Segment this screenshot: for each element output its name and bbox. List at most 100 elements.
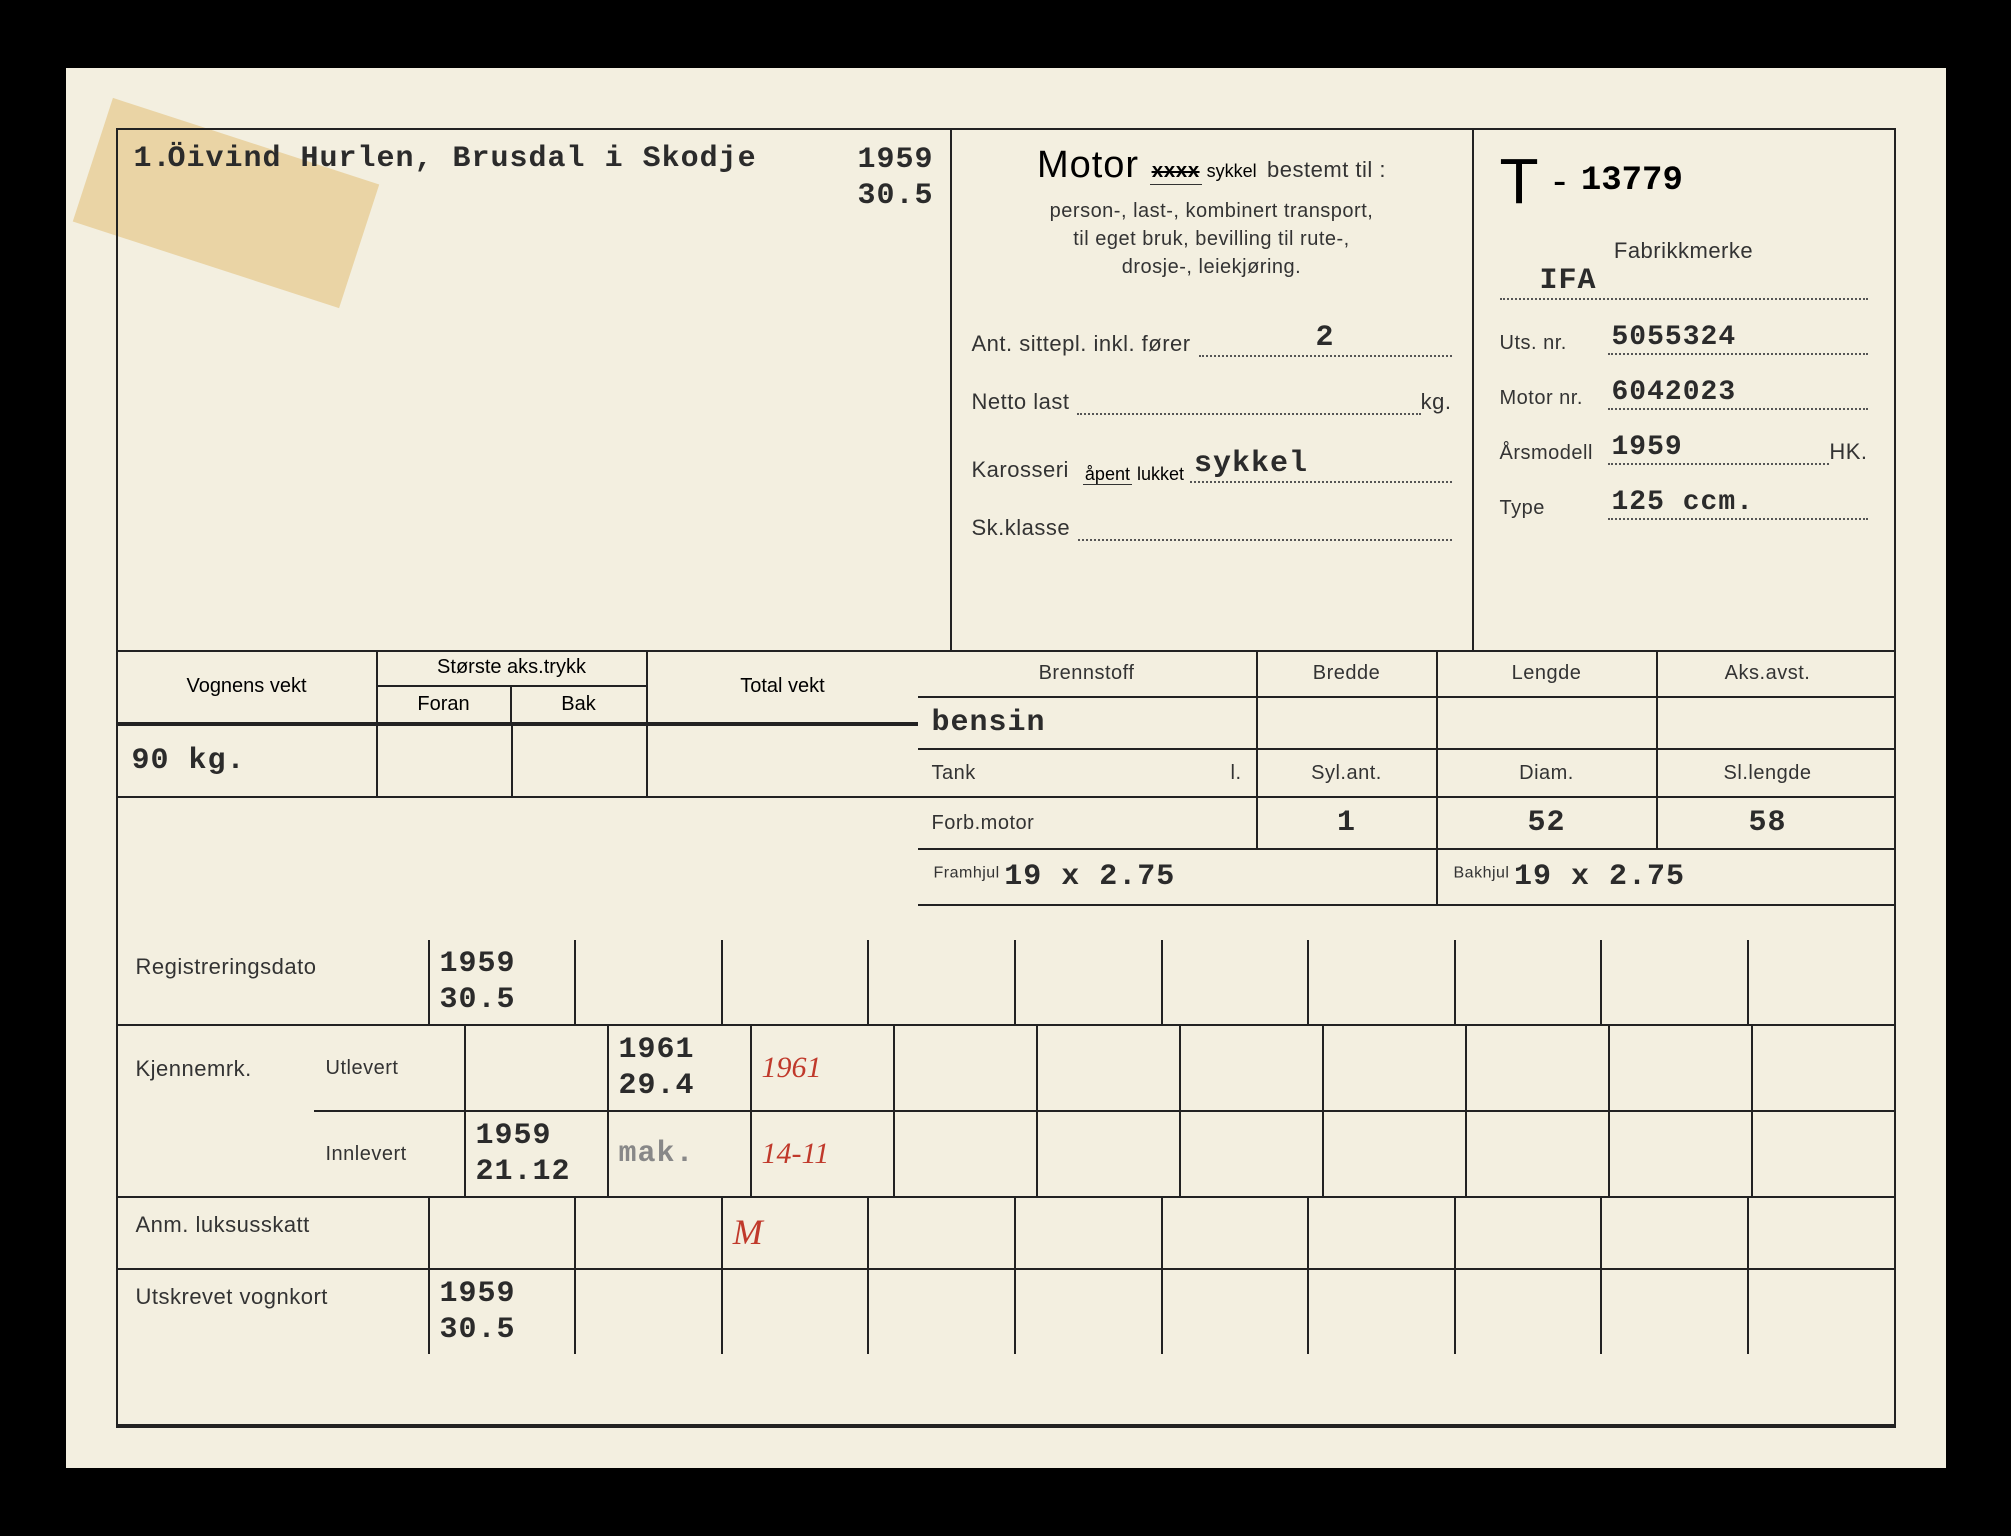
h-syl: Syl.ant. [1258, 750, 1438, 796]
top-row: 1. Öivind Hurlen, Brusdal i Skodje 1959 … [118, 130, 1894, 652]
type-value: 125 ccm. [1608, 487, 1868, 520]
lengde-value [1438, 698, 1658, 748]
anm-label: Anm. luksusskatt [118, 1198, 428, 1268]
inn-c1-y: 1959 [476, 1118, 597, 1154]
regdato-row: Registreringsdato 1959 30.5 [118, 940, 1894, 1026]
owner-box: 1. Öivind Hurlen, Brusdal i Skodje 1959 … [118, 130, 952, 650]
regdato-cell-1: 1959 30.5 [428, 940, 575, 1024]
inn-c1: 1959 21.12 [464, 1112, 607, 1196]
tank-unit: l. [1231, 762, 1242, 785]
desc2: til eget bruk, bevilling til rute-, [1073, 228, 1350, 250]
anm-row: Anm. luksusskatt M [118, 1198, 1894, 1270]
registration-box: T - 13779 Fabrikkmerke IFA Uts. nr. 5055… [1474, 130, 1894, 650]
utskrevet-label: Utskrevet vognkort [118, 1270, 428, 1354]
uts-row: Uts. nr. 5055324 [1500, 322, 1868, 355]
innlevert-label: Innlevert [314, 1112, 464, 1196]
xxxx-strike: xxxx [1150, 161, 1202, 185]
total-value [648, 726, 918, 796]
type-row: Type 125 ccm. [1500, 487, 1868, 520]
storste-label: Største aks.trykk [378, 650, 648, 687]
netto-unit: kg. [1421, 389, 1452, 415]
bestemt-label: bestemt til : [1267, 157, 1386, 182]
desc3: drosje-, leiekjøring. [1122, 256, 1301, 278]
framhjul-value: 19 x 2.75 [1004, 860, 1175, 894]
h-bredde: Bredde [1258, 650, 1438, 696]
desc1: person-, last-, kombinert transport, [1050, 200, 1374, 222]
fab-label: Fabrikkmerke [1500, 238, 1868, 264]
regdato-y: 1959 [440, 946, 565, 982]
netto-row: Netto last kg. [972, 389, 1452, 415]
owner-index: 1. [134, 142, 168, 176]
bottom-rows: Registreringsdato 1959 30.5 Kjennemrk. U… [118, 940, 1894, 1354]
frac-bot: sykkel [1207, 161, 1257, 181]
motor-desc: person-, last-, kombinert transport, til… [972, 197, 1452, 281]
vekt-value: 90 kg. [118, 726, 378, 796]
h-aks: Aks.avst. [1658, 650, 1878, 696]
skklasse-value [1078, 539, 1451, 541]
sl-value: 58 [1658, 798, 1878, 848]
h-tank: Tank l. [918, 750, 1258, 796]
regdato-d: 30.5 [440, 982, 565, 1018]
owner-year: 1959 [857, 143, 933, 177]
anm-hand: M [721, 1198, 868, 1268]
skklasse-label: Sk.klasse [972, 515, 1071, 541]
utl-c2: 1961 29.4 [607, 1026, 750, 1110]
h-brennstoff: Brennstoff [918, 650, 1258, 696]
bakhjul-label: Bakhjul [1454, 865, 1510, 882]
inn-hand: 14-11 [750, 1112, 893, 1196]
aks-value [1658, 698, 1878, 748]
weight-block: Vognens vekt Største aks.trykk Total vek… [118, 650, 918, 798]
kar-frac: åpent lukket [1083, 465, 1184, 483]
owner-date: 1959 30.5 [814, 142, 934, 214]
karosseri-value: sykkel [1190, 447, 1451, 483]
utl-c2-d: 29.4 [619, 1068, 740, 1104]
seats-row: Ant. sittepl. inkl. fører 2 [972, 321, 1452, 357]
kjenn-label: Kjennemrk. [118, 1026, 314, 1196]
motornr-label: Motor nr. [1500, 387, 1600, 410]
netto-value [1077, 413, 1420, 415]
hand-y: 1961 [762, 1050, 883, 1086]
kar-top: åpent [1083, 464, 1132, 485]
utl-c2-y: 1961 [619, 1032, 740, 1068]
motor-fraction: xxxx sykkel [1150, 162, 1257, 183]
framhjul-label: Framhjul [934, 865, 1000, 882]
seats-label: Ant. sittepl. inkl. fører [972, 331, 1191, 357]
diam-value: 52 [1438, 798, 1658, 848]
bredde-value [1258, 698, 1438, 748]
total-label: Total vekt [648, 650, 918, 722]
skklasse-row: Sk.klasse [972, 515, 1452, 541]
owner-day: 30.5 [857, 179, 933, 213]
owner-name: Öivind Hurlen, Brusdal i Skodje [168, 142, 814, 176]
reg-number: 13779 [1581, 162, 1683, 200]
foran-value [378, 726, 513, 796]
uts-label: Uts. nr. [1500, 332, 1600, 355]
utlevert-label: Utlevert [314, 1026, 464, 1110]
motornr-row: Motor nr. 6042023 [1500, 377, 1868, 410]
vognens-label: Vognens vekt [118, 650, 378, 722]
h-lengde: Lengde [1438, 650, 1658, 696]
reg-prefix: T [1500, 144, 1539, 218]
utskrevet-cell: 1959 30.5 [428, 1270, 575, 1354]
syl-value: 1 [1258, 798, 1438, 848]
motor-heading: Motor xxxx sykkel bestemt til : [972, 144, 1452, 187]
hand-d: 14-11 [762, 1136, 883, 1172]
karosseri-label: Karosseri [972, 457, 1069, 483]
ars-label: Årsmodell [1500, 442, 1600, 465]
bak-label: Bak [512, 687, 646, 722]
utl-hand: 1961 [750, 1026, 893, 1110]
card-frame: 1. Öivind Hurlen, Brusdal i Skodje 1959 … [116, 128, 1896, 1428]
h-diam: Diam. [1438, 750, 1658, 796]
reg-dash: - [1553, 159, 1566, 203]
netto-label: Netto last [972, 389, 1070, 415]
ars-value: 1959 [1608, 432, 1830, 465]
utskrevet-y: 1959 [440, 1276, 565, 1312]
motornr-value: 6042023 [1608, 377, 1868, 410]
motor-box: Motor xxxx sykkel bestemt til : person-,… [952, 130, 1474, 650]
uts-value: 5055324 [1608, 322, 1868, 355]
regdato-label: Registreringsdato [118, 940, 428, 1024]
type-label: Type [1500, 497, 1600, 520]
reg-number-row: T - 13779 [1500, 144, 1868, 218]
bak-value [513, 726, 648, 796]
foran-label: Foran [378, 687, 512, 722]
ars-row: Årsmodell 1959 HK. [1500, 432, 1868, 465]
